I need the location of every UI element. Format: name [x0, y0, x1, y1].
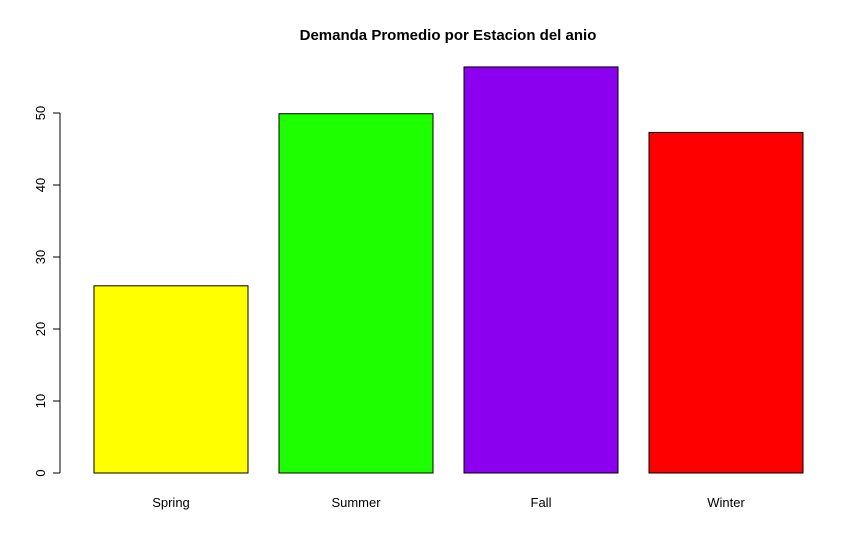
chart-title: Demanda Promedio por Estacion del anio — [300, 27, 597, 44]
x-tick-label: Spring — [152, 495, 190, 510]
bar-fall — [463, 66, 619, 474]
x-tick-label: Fall — [531, 495, 552, 510]
bars — [93, 66, 804, 474]
x-axis-labels: Spring Summer Fall Winter — [152, 495, 745, 510]
x-tick-label: Winter — [707, 495, 745, 510]
y-tick-label: 0 — [33, 469, 48, 476]
y-tick-label: 10 — [33, 394, 48, 408]
y-tick-label: 50 — [33, 106, 48, 120]
y-tick-label: 30 — [33, 250, 48, 264]
y-tick-label: 40 — [33, 178, 48, 192]
bar-summer — [278, 113, 434, 474]
bar-winter — [648, 131, 804, 474]
y-tick-label: 20 — [33, 322, 48, 336]
x-tick-label: Summer — [331, 495, 381, 510]
y-axis: 0 10 20 30 40 50 — [33, 106, 61, 477]
bar-spring — [93, 285, 249, 474]
